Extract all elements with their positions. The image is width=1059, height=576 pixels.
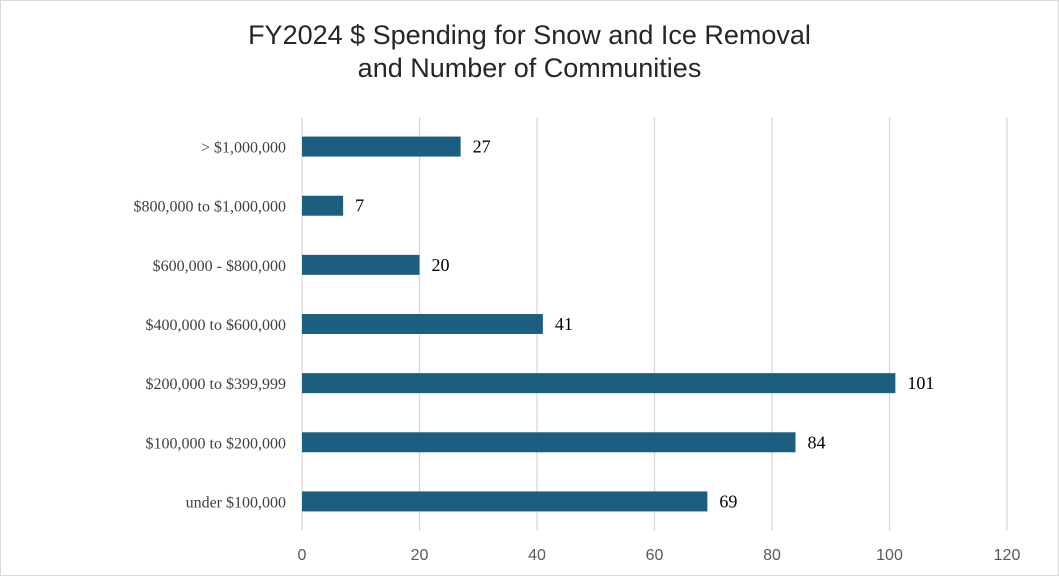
data-label: 41 [555,314,573,334]
category-label: > $1,000,000 [201,140,286,157]
data-label: 101 [907,373,934,393]
category-label: $600,000 - $800,000 [153,258,286,275]
bar [302,195,344,216]
chart-title-line-2: and Number of Communities [357,53,702,83]
bar [302,491,708,512]
x-tick-label: 100 [876,547,903,564]
x-tick-label: 120 [994,547,1021,564]
data-label: 84 [808,432,826,452]
bar [302,373,896,394]
bar [302,314,543,334]
bar [302,432,796,453]
data-label: 7 [355,196,364,216]
category-label: $100,000 to $200,000 [146,435,286,452]
category-label: $800,000 to $1,000,000 [134,199,286,216]
data-label: 27 [473,137,491,157]
x-tick-label: 20 [411,547,429,564]
data-label: 20 [432,255,450,275]
category-label: under $100,000 [186,494,286,511]
chart-title-line-1: FY2024 $ Spending for Snow and Ice Remov… [248,20,811,50]
category-label: $400,000 to $600,000 [146,317,286,334]
bar [302,136,461,157]
bar [302,254,420,275]
category-label: $200,000 to $399,999 [146,376,286,393]
chart-title: FY2024 $ Spending for Snow and Ice Remov… [1,19,1058,85]
x-tick-label: 0 [298,547,307,564]
data-label: 69 [719,491,737,511]
x-tick-label: 60 [646,547,664,564]
x-tick-label: 80 [763,547,781,564]
x-tick-label: 40 [528,547,546,564]
